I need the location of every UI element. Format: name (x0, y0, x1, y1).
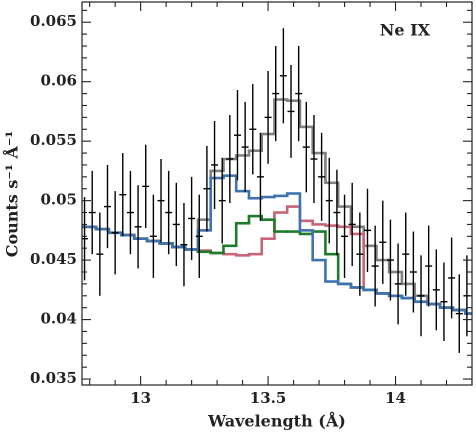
y-tick-label: 0.04 (40, 310, 77, 328)
y-tick-label: 0.045 (30, 250, 77, 268)
plot-area (82, 28, 472, 353)
y-tick-label: 0.05 (40, 191, 77, 209)
y-tick-label: 0.035 (30, 369, 77, 387)
y-tick-label: 0.055 (30, 131, 77, 149)
x-tick-label: 13 (130, 389, 151, 407)
y-tick-label: 0.065 (30, 12, 77, 30)
x-tick-label: 13.5 (250, 389, 287, 407)
y-axis-label: Counts s⁻¹ Å⁻¹ (1, 131, 22, 258)
y-tick-label: 0.06 (40, 72, 77, 90)
plot-frame (81, 1, 473, 386)
x-axis-label: Wavelength (Å) (207, 410, 346, 431)
x-tick-label: 14 (385, 389, 406, 407)
annotation: Ne IX (380, 21, 431, 40)
